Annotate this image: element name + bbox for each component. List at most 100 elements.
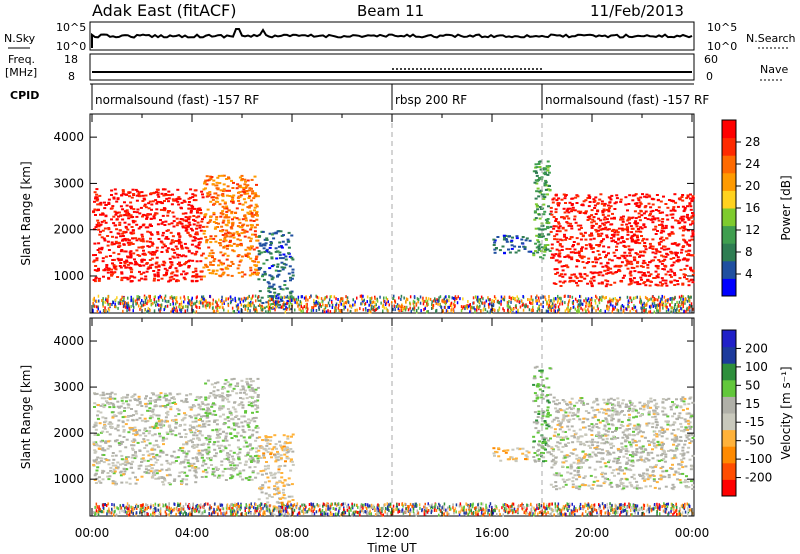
echo-cell [611,212,614,215]
echo-cell [291,258,295,261]
echo-cell [651,248,655,250]
echo-cell [683,268,687,271]
echo-cell [195,456,198,459]
echo-cell [188,302,190,306]
echo-cell [599,219,603,222]
echo-cell [147,465,151,468]
echo-cell [138,264,142,267]
echo-cell [548,250,552,252]
echo-cell [574,297,577,301]
echo-cell [255,210,259,213]
echo-cell [642,224,646,227]
echo-cell [536,187,540,190]
echo-cell [315,300,317,304]
echo-cell [648,242,652,245]
echo-cell [552,197,556,200]
echo-cell [283,295,286,299]
echo-cell [210,176,214,178]
echo-cell [614,241,618,243]
echo-cell [146,450,150,453]
echo-cell [200,220,204,223]
echo-cell [531,301,534,305]
echo-cell [639,271,643,274]
cpid-segments: normalsound (fast) -157 RF rbsp 200 RF nor… [91,84,709,110]
echo-cell [215,436,219,439]
echo-cell [209,263,213,266]
echo-cell [187,296,189,299]
echo-cell [161,214,165,217]
echo-cell [226,274,230,277]
echo-cell [690,295,692,299]
echo-cell [354,300,356,304]
echo-cell [689,223,692,226]
echo-cell [588,217,592,220]
echo-cell [489,302,491,306]
echo-cell [200,401,204,404]
echo-cell [665,303,667,307]
echo-cell [240,232,244,235]
echo-cell [108,433,112,436]
echo-cell [211,264,215,266]
echo-cell [272,237,276,240]
echo-cell [112,301,114,305]
echo-cell [251,303,253,307]
echo-cell [630,298,633,302]
echo-cell [660,277,664,280]
echo-cell [273,288,277,290]
echo-cell [575,281,578,284]
echo-cell [548,189,552,192]
echo-cell [166,420,169,423]
echo-cell [142,303,145,307]
echo-cell [251,273,255,276]
echo-cell [597,307,599,311]
echo-cell [184,297,186,301]
echo-cell [168,392,172,395]
echo-cell [102,449,106,452]
echo-cell [223,245,227,248]
echo-cell [509,310,512,314]
echo-cell [108,475,112,478]
echo-cell [165,197,169,200]
echo-cell [406,298,409,302]
echo-cell [97,242,101,245]
echo-cell [660,303,662,307]
echo-cell [109,304,111,308]
echo-cell [176,309,178,313]
echo-cell [327,301,330,305]
echo-cell [338,309,341,312]
echo-cell [143,417,147,420]
echo-cell [630,231,634,234]
echo-cell [661,294,663,298]
echo-cell [138,254,142,257]
echo-cell [290,256,294,259]
echo-cell [122,473,125,476]
echo-cell [639,210,643,213]
echo-cell [182,219,186,222]
echo-cell [617,264,621,267]
echo-cell [241,406,245,409]
echo-cell [682,273,686,276]
echo-cell [271,276,275,279]
echo-cell [210,383,214,386]
echo-cell [352,298,354,302]
echo-cell [517,308,519,312]
echo-cell [150,467,154,470]
echo-cell [681,199,685,202]
echo-cell [184,262,188,265]
echo-cell [479,304,481,308]
echo-cell [583,266,587,269]
echo-cell [149,397,153,400]
echo-cell [360,302,362,306]
echo-cell [552,216,556,218]
echo-cell [670,252,674,255]
echo-cell [290,277,294,280]
echo-cell [640,227,644,230]
echo-cell [116,429,120,432]
echo-cell [554,208,558,211]
echo-cell [666,305,668,309]
echo-cell [242,198,246,201]
echo-cell [226,244,229,247]
echo-cell [544,249,548,251]
echo-cell [556,300,559,304]
